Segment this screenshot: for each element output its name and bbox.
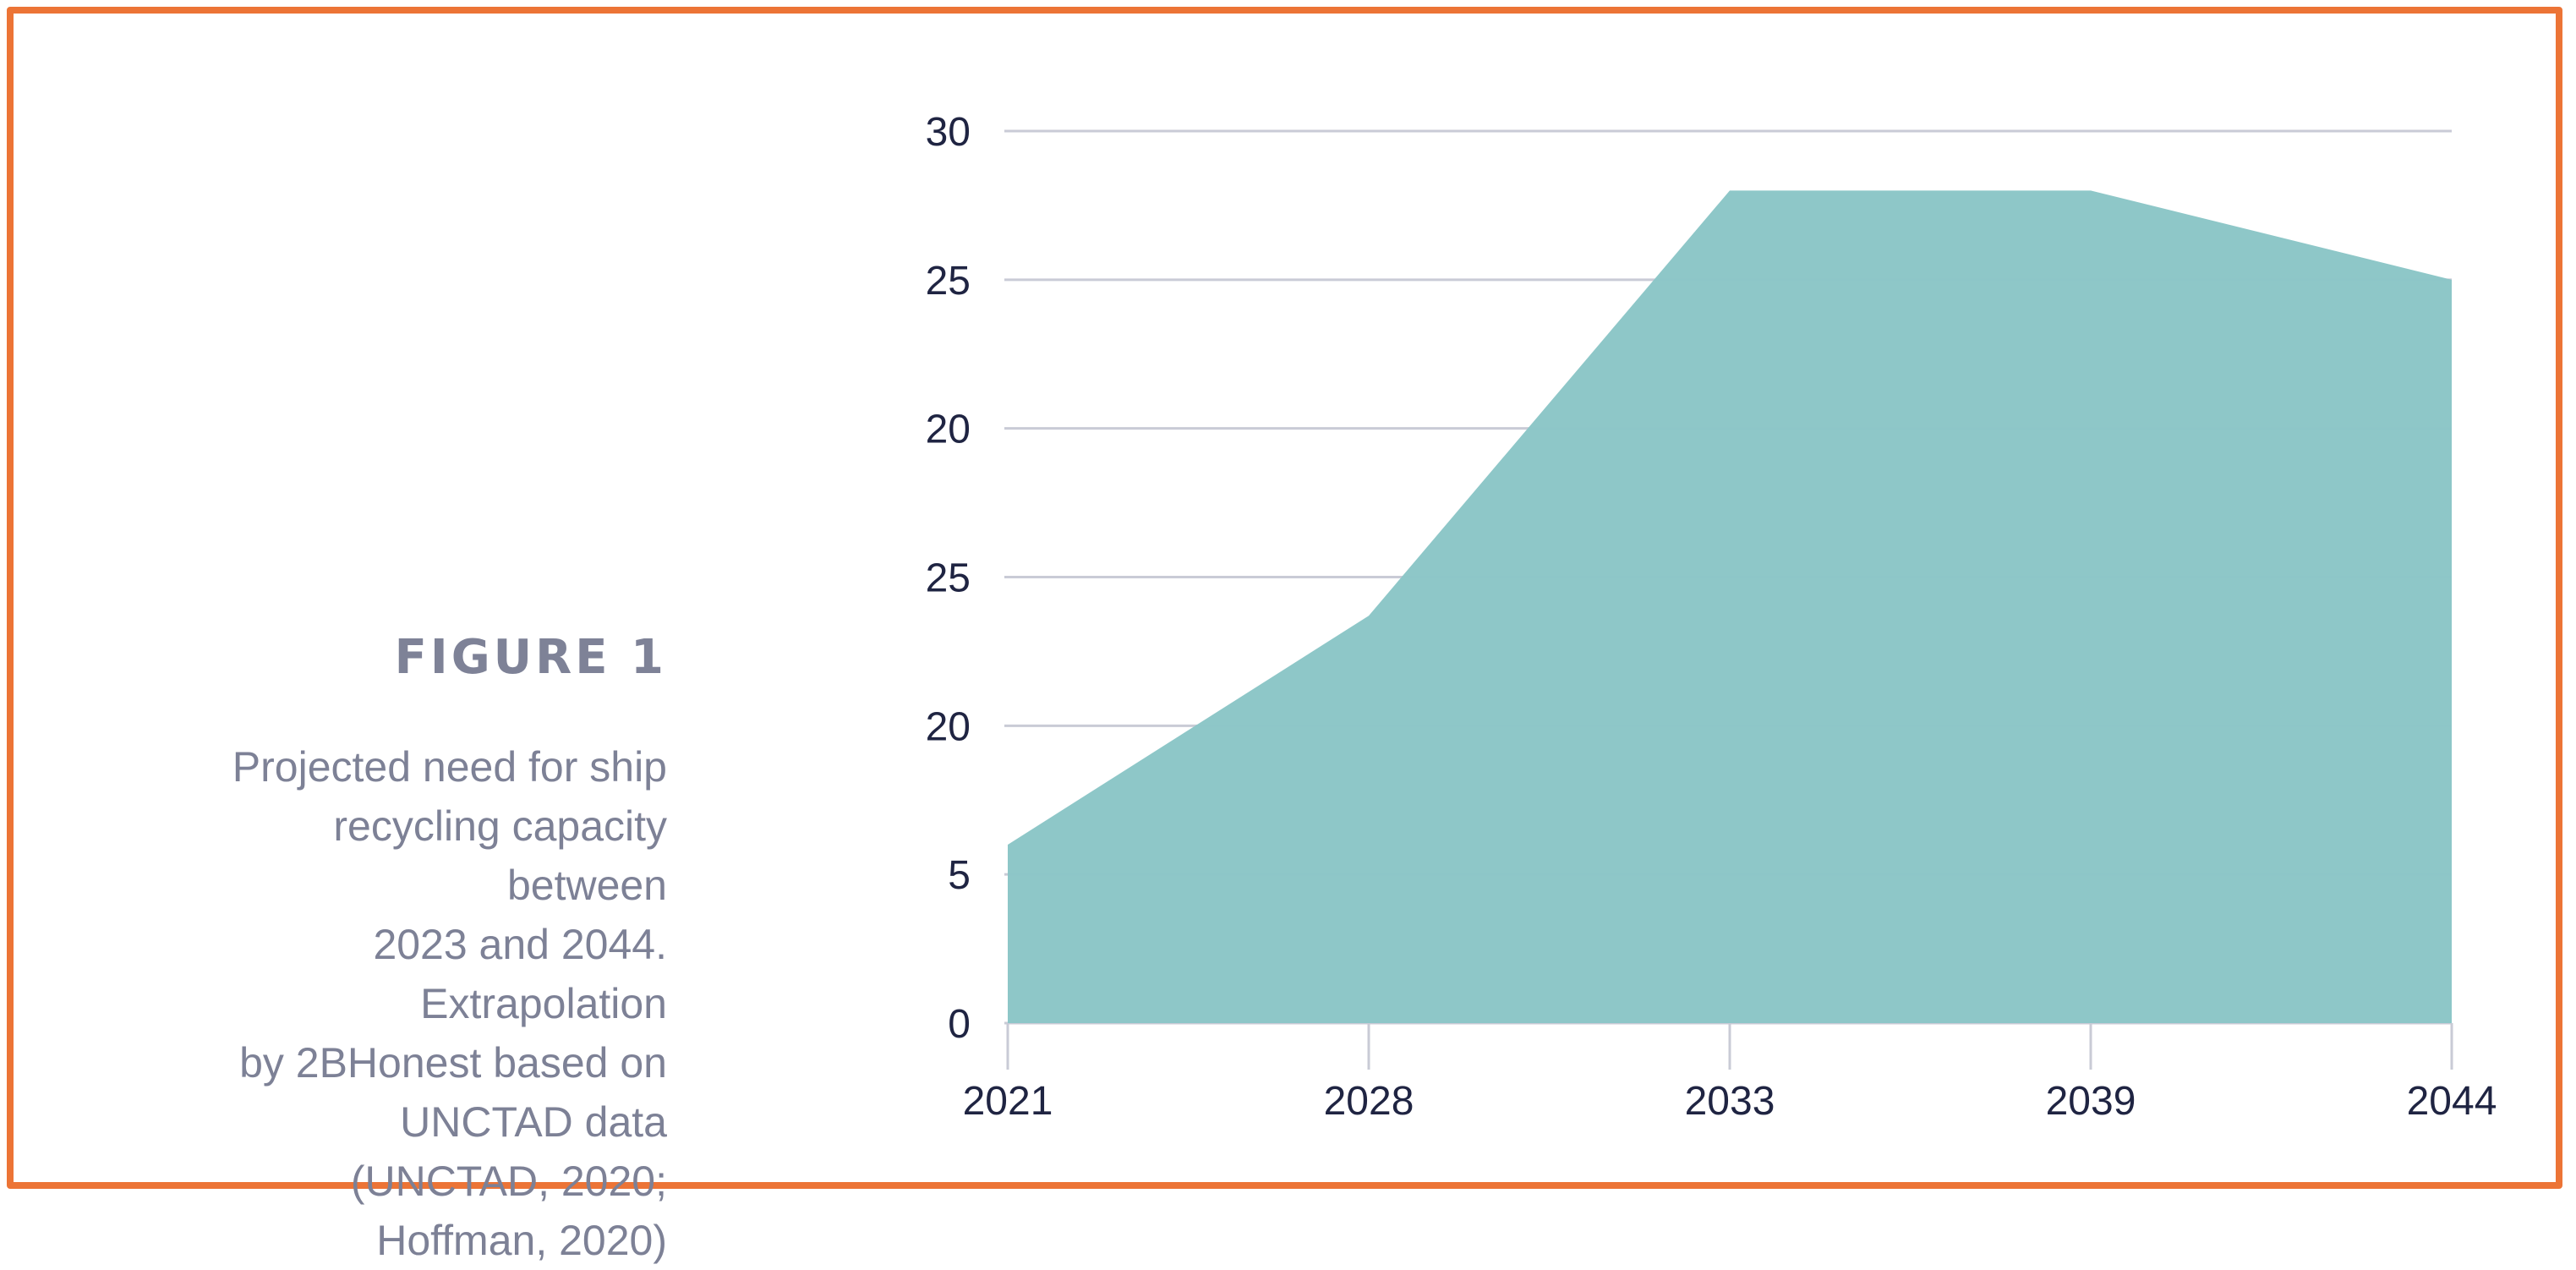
chart-y-axis-labels: 0 5 20 25 20 25 30 — [926, 110, 971, 1047]
area-series — [1008, 190, 2452, 1023]
chart-x-ticks — [1008, 1023, 2452, 1070]
x-tick-label: 2039 — [2046, 1079, 2136, 1124]
y-tick-label: 25 — [926, 556, 971, 601]
caption-line: Hoffman, 2020) — [376, 1217, 667, 1264]
y-tick-label: 20 — [926, 704, 971, 749]
y-tick-label: 25 — [926, 259, 971, 304]
chart-x-axis-labels: 2021 2028 2033 2039 2044 — [963, 1079, 2497, 1124]
x-tick-label: 2021 — [963, 1079, 1053, 1124]
y-tick-label: 5 — [948, 853, 971, 898]
y-tick-label: 20 — [926, 408, 971, 452]
y-tick-label: 0 — [948, 1002, 971, 1047]
area-chart: 0 5 20 25 20 25 30 2021 2028 2033 2039 2044 — [0, 0, 2576, 1196]
chart-area-series — [1008, 190, 2452, 1023]
y-tick-label: 30 — [926, 110, 971, 155]
x-tick-label: 2028 — [1324, 1079, 1414, 1124]
x-tick-label: 2033 — [1685, 1079, 1775, 1124]
x-tick-label: 2044 — [2407, 1079, 2497, 1124]
